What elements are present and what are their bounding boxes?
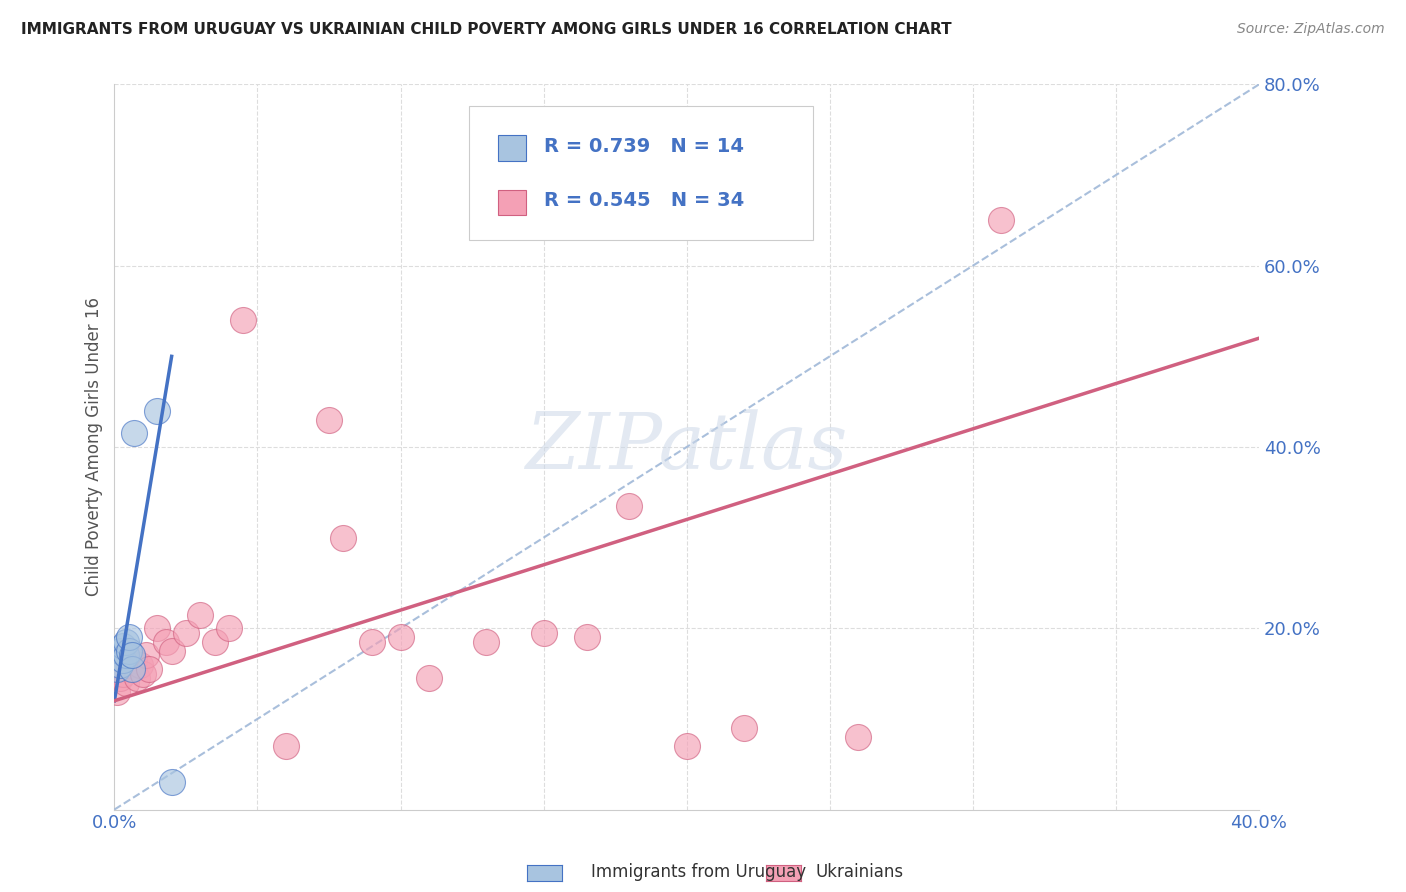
Point: [361, 635, 384, 649]
FancyBboxPatch shape: [498, 136, 526, 161]
Point: [121, 648, 143, 663]
Point: [160, 644, 183, 658]
Point: [218, 621, 240, 635]
Text: Immigrants from Uruguay: Immigrants from Uruguay: [591, 863, 806, 881]
Point: [146, 621, 169, 635]
Y-axis label: Child Poverty Among Girls Under 16: Child Poverty Among Girls Under 16: [86, 298, 103, 597]
Point: [132, 666, 155, 681]
Point: [121, 662, 143, 676]
Point: [105, 662, 128, 676]
Point: [138, 662, 160, 676]
Point: [108, 657, 131, 672]
Point: [127, 671, 149, 685]
Point: [174, 625, 197, 640]
Point: [124, 653, 146, 667]
Point: [389, 630, 412, 644]
Point: [990, 213, 1012, 227]
Text: Ukrainians: Ukrainians: [815, 863, 904, 881]
FancyBboxPatch shape: [498, 190, 526, 215]
Point: [105, 684, 128, 698]
Point: [733, 721, 755, 735]
Text: ZIPatlas: ZIPatlas: [526, 409, 848, 485]
Point: [188, 607, 211, 622]
Point: [318, 413, 340, 427]
Point: [332, 531, 354, 545]
Point: [115, 675, 138, 690]
Point: [129, 657, 152, 672]
Point: [124, 426, 146, 441]
Point: [155, 635, 177, 649]
Text: IMMIGRANTS FROM URUGUAY VS UKRAINIAN CHILD POVERTY AMONG GIRLS UNDER 16 CORRELAT: IMMIGRANTS FROM URUGUAY VS UKRAINIAN CHI…: [21, 22, 952, 37]
Point: [675, 739, 697, 753]
Point: [108, 644, 131, 658]
Point: [619, 499, 641, 513]
Point: [135, 648, 157, 663]
Point: [118, 630, 141, 644]
Text: R = 0.545   N = 34: R = 0.545 N = 34: [544, 191, 744, 210]
Point: [418, 671, 440, 685]
Point: [118, 644, 141, 658]
Point: [848, 730, 870, 744]
Point: [111, 640, 134, 654]
Text: R = 0.739   N = 14: R = 0.739 N = 14: [544, 136, 744, 155]
Point: [232, 313, 254, 327]
Point: [533, 625, 555, 640]
Point: [575, 630, 598, 644]
Point: [475, 635, 498, 649]
Text: Source: ZipAtlas.com: Source: ZipAtlas.com: [1237, 22, 1385, 37]
Point: [108, 671, 131, 685]
Point: [111, 653, 134, 667]
Point: [118, 657, 141, 672]
Point: [121, 662, 143, 676]
Point: [274, 739, 297, 753]
Point: [115, 635, 138, 649]
Point: [146, 403, 169, 417]
Point: [111, 666, 134, 681]
FancyBboxPatch shape: [470, 106, 813, 240]
Point: [115, 648, 138, 663]
Point: [204, 635, 226, 649]
Point: [160, 775, 183, 789]
